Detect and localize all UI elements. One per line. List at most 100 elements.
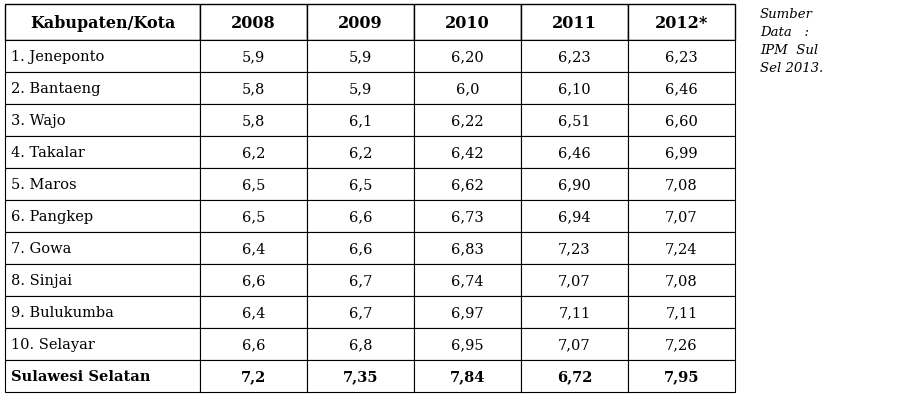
Text: 6,62: 6,62 bbox=[451, 178, 484, 192]
Bar bbox=[200, 5, 307, 41]
Text: Sumber: Sumber bbox=[760, 8, 813, 21]
Text: 6,42: 6,42 bbox=[451, 146, 484, 159]
Bar bbox=[200, 233, 307, 264]
Text: 6,94: 6,94 bbox=[558, 209, 591, 223]
Bar bbox=[307, 105, 414, 137]
Text: 6,8: 6,8 bbox=[349, 337, 372, 351]
Bar bbox=[5, 296, 200, 328]
Text: 7,24: 7,24 bbox=[665, 242, 698, 255]
Text: 7,84: 7,84 bbox=[449, 369, 486, 383]
Text: 2010: 2010 bbox=[445, 14, 490, 31]
Text: Sulawesi Selatan: Sulawesi Selatan bbox=[11, 369, 150, 383]
Bar bbox=[307, 328, 414, 360]
Text: 6,5: 6,5 bbox=[349, 178, 372, 192]
Bar bbox=[307, 264, 414, 296]
Text: 7,07: 7,07 bbox=[665, 209, 698, 223]
Text: 7. Gowa: 7. Gowa bbox=[11, 242, 72, 255]
Text: 6,4: 6,4 bbox=[242, 305, 265, 319]
Bar bbox=[414, 5, 521, 41]
Text: Kabupaten/Kota: Kabupaten/Kota bbox=[30, 14, 175, 31]
Bar bbox=[307, 169, 414, 201]
Bar bbox=[628, 169, 735, 201]
Bar bbox=[5, 233, 200, 264]
Text: 6,23: 6,23 bbox=[558, 50, 591, 64]
Text: 6,72: 6,72 bbox=[557, 369, 593, 383]
Bar bbox=[5, 105, 200, 137]
Bar bbox=[200, 169, 307, 201]
Text: 6,5: 6,5 bbox=[242, 178, 265, 192]
Bar bbox=[628, 264, 735, 296]
Bar bbox=[307, 41, 414, 73]
Text: 6,90: 6,90 bbox=[558, 178, 591, 192]
Bar bbox=[414, 105, 521, 137]
Text: 6,6: 6,6 bbox=[242, 337, 265, 351]
Text: 5,9: 5,9 bbox=[242, 50, 265, 64]
Bar bbox=[414, 264, 521, 296]
Bar bbox=[307, 201, 414, 233]
Text: 6,1: 6,1 bbox=[349, 114, 372, 128]
Text: 6. Pangkep: 6. Pangkep bbox=[11, 209, 93, 223]
Text: 6,7: 6,7 bbox=[349, 305, 372, 319]
Text: 6,2: 6,2 bbox=[242, 146, 265, 159]
Text: 8. Sinjai: 8. Sinjai bbox=[11, 273, 72, 287]
Bar bbox=[414, 73, 521, 105]
Text: 7,23: 7,23 bbox=[558, 242, 591, 255]
Bar bbox=[414, 137, 521, 169]
Bar bbox=[628, 137, 735, 169]
Bar bbox=[414, 296, 521, 328]
Bar bbox=[307, 137, 414, 169]
Bar bbox=[521, 137, 628, 169]
Bar bbox=[5, 137, 200, 169]
Bar bbox=[521, 264, 628, 296]
Bar bbox=[628, 105, 735, 137]
Bar bbox=[414, 201, 521, 233]
Text: 9. Bulukumba: 9. Bulukumba bbox=[11, 305, 114, 319]
Bar bbox=[521, 233, 628, 264]
Text: 2009: 2009 bbox=[338, 14, 383, 31]
Text: 5,9: 5,9 bbox=[349, 82, 372, 96]
Bar bbox=[5, 169, 200, 201]
Bar bbox=[628, 73, 735, 105]
Text: 6,46: 6,46 bbox=[558, 146, 591, 159]
Bar bbox=[521, 5, 628, 41]
Bar bbox=[200, 328, 307, 360]
Bar bbox=[5, 264, 200, 296]
Bar bbox=[628, 360, 735, 392]
Text: 6,99: 6,99 bbox=[665, 146, 698, 159]
Bar bbox=[5, 201, 200, 233]
Bar bbox=[521, 360, 628, 392]
Bar bbox=[628, 296, 735, 328]
Bar bbox=[200, 264, 307, 296]
Text: 5,8: 5,8 bbox=[242, 114, 265, 128]
Text: 2011: 2011 bbox=[552, 14, 597, 31]
Bar bbox=[5, 328, 200, 360]
Bar bbox=[521, 73, 628, 105]
Text: 2008: 2008 bbox=[231, 14, 275, 31]
Text: 10. Selayar: 10. Selayar bbox=[11, 337, 95, 351]
Text: 6,74: 6,74 bbox=[451, 273, 484, 287]
Bar bbox=[5, 73, 200, 105]
Bar bbox=[307, 360, 414, 392]
Text: 6,0: 6,0 bbox=[456, 82, 479, 96]
Text: 7,11: 7,11 bbox=[665, 305, 698, 319]
Bar bbox=[521, 169, 628, 201]
Bar bbox=[200, 360, 307, 392]
Text: 7,07: 7,07 bbox=[558, 273, 591, 287]
Text: 7,08: 7,08 bbox=[665, 273, 698, 287]
Text: 6,4: 6,4 bbox=[242, 242, 265, 255]
Text: 6,2: 6,2 bbox=[349, 146, 372, 159]
Text: 2012*: 2012* bbox=[655, 14, 708, 31]
Bar bbox=[200, 41, 307, 73]
Text: 5. Maros: 5. Maros bbox=[11, 178, 77, 192]
Text: 6,5: 6,5 bbox=[242, 209, 265, 223]
Text: 7,26: 7,26 bbox=[665, 337, 698, 351]
Bar bbox=[307, 233, 414, 264]
Bar bbox=[628, 201, 735, 233]
Bar bbox=[200, 137, 307, 169]
Text: 2. Bantaeng: 2. Bantaeng bbox=[11, 82, 101, 96]
Bar bbox=[521, 105, 628, 137]
Bar bbox=[414, 233, 521, 264]
Bar bbox=[200, 73, 307, 105]
Text: 6,60: 6,60 bbox=[665, 114, 698, 128]
Text: 6,51: 6,51 bbox=[558, 114, 591, 128]
